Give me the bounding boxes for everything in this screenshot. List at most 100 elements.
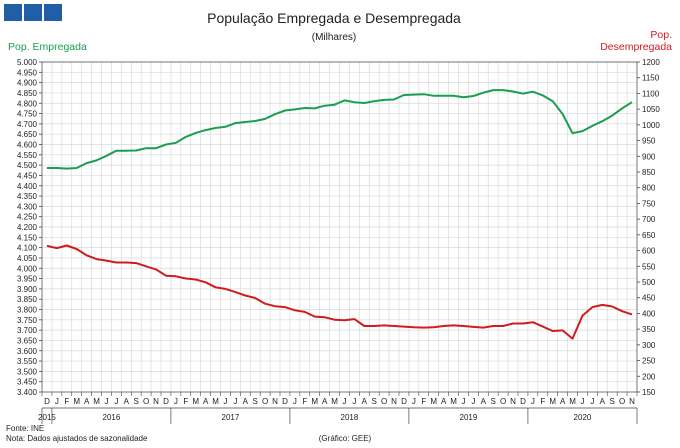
right-tick-label: 300 — [642, 341, 656, 350]
left-tick-label: 4.450 — [17, 171, 38, 180]
month-label: N — [153, 397, 159, 406]
left-tick-label: 5.000 — [17, 58, 38, 67]
month-label: J — [114, 397, 118, 406]
month-label: A — [481, 397, 487, 406]
month-label: M — [569, 397, 576, 406]
month-label: F — [540, 397, 545, 406]
month-label: M — [450, 397, 457, 406]
month-label: J — [471, 397, 475, 406]
month-label: F — [64, 397, 69, 406]
left-tick-label: 4.850 — [17, 89, 38, 98]
left-tick-label: 4.000 — [17, 264, 38, 273]
month-label: J — [352, 397, 356, 406]
month-label: F — [302, 397, 307, 406]
year-label: 2016 — [103, 413, 121, 422]
right-tick-label: 400 — [642, 309, 656, 318]
source-note: Fonte: INE — [6, 424, 44, 433]
right-axis-label-line2: Desempregada — [600, 41, 672, 53]
left-tick-label: 3.950 — [17, 275, 38, 284]
left-tick-label: 3.700 — [17, 326, 38, 335]
left-tick-label: 3.400 — [17, 388, 38, 397]
left-tick-label: 4.550 — [17, 151, 38, 160]
left-tick-label: 3.850 — [17, 295, 38, 304]
left-tick-label: 3.900 — [17, 285, 38, 294]
month-label: A — [441, 397, 447, 406]
right-tick-label: 950 — [642, 137, 656, 146]
plot-frame — [41, 61, 638, 393]
left-tick-label: 4.100 — [17, 244, 38, 253]
year-label: 2020 — [574, 413, 592, 422]
right-tick-label: 750 — [642, 199, 656, 208]
right-tick-label: 1000 — [642, 121, 660, 130]
month-label: M — [311, 397, 318, 406]
month-label: S — [253, 397, 258, 406]
left-tick-label: 4.750 — [17, 110, 38, 119]
left-tick-label: 4.250 — [17, 213, 38, 222]
left-tick-label: 4.300 — [17, 202, 38, 211]
month-label: A — [322, 397, 328, 406]
month-label: A — [84, 397, 90, 406]
month-label: D — [44, 397, 50, 406]
left-tick-label: 4.700 — [17, 120, 38, 129]
month-label: J — [174, 397, 178, 406]
right-tick-label: 500 — [642, 278, 656, 287]
right-tick-label: 1200 — [642, 58, 660, 67]
left-tick-label: 4.050 — [17, 254, 38, 263]
month-label: S — [134, 397, 139, 406]
right-axis-label-line1: Pop. — [650, 29, 672, 41]
month-label: A — [362, 397, 368, 406]
month-label: A — [560, 397, 566, 406]
grid — [42, 61, 637, 392]
month-label: A — [243, 397, 249, 406]
right-tick-label: 1050 — [642, 105, 660, 114]
month-label: M — [549, 397, 556, 406]
month-label: M — [93, 397, 100, 406]
left-axis-label: Pop. Empregada — [8, 41, 87, 53]
year-label: 2019 — [460, 413, 478, 422]
right-tick-label: 200 — [642, 372, 656, 381]
logo-square — [24, 4, 42, 21]
month-label: N — [272, 397, 278, 406]
left-tick-label: 4.800 — [17, 99, 38, 108]
month-label: J — [461, 397, 465, 406]
left-tick-label: 4.400 — [17, 182, 38, 191]
month-label: J — [293, 397, 297, 406]
year-label: 2018 — [341, 413, 359, 422]
month-label: O — [262, 397, 268, 406]
month-label: N — [391, 397, 397, 406]
month-label: D — [282, 397, 288, 406]
month-label: F — [183, 397, 188, 406]
month-label: M — [331, 397, 338, 406]
month-label: M — [212, 397, 219, 406]
right-tick-label: 850 — [642, 168, 656, 177]
month-label: J — [342, 397, 346, 406]
right-tick-label: 650 — [642, 231, 656, 240]
month-label: M — [73, 397, 80, 406]
month-label: J — [580, 397, 584, 406]
right-tick-label: 900 — [642, 152, 656, 161]
left-tick-label: 3.450 — [17, 378, 38, 387]
month-label: N — [510, 397, 516, 406]
logo-square — [4, 4, 22, 21]
month-label: J — [412, 397, 416, 406]
month-label: D — [163, 397, 169, 406]
month-label: A — [124, 397, 130, 406]
right-tick-label: 1100 — [642, 89, 660, 98]
month-label: D — [401, 397, 407, 406]
month-label: A — [600, 397, 606, 406]
right-tick-label: 700 — [642, 215, 656, 224]
left-tick-label: 4.600 — [17, 141, 38, 150]
month-label: F — [421, 397, 426, 406]
month-label: N — [629, 397, 635, 406]
left-tick-label: 4.150 — [17, 233, 38, 242]
month-label: J — [55, 397, 59, 406]
series — [46, 89, 633, 340]
left-tick-label: 3.800 — [17, 306, 38, 315]
right-tick-label: 550 — [642, 262, 656, 271]
series-line-pop-desempregada — [46, 244, 633, 340]
right-tick-label: 600 — [642, 247, 656, 256]
month-label: O — [619, 397, 625, 406]
right-tick-label: 250 — [642, 357, 656, 366]
